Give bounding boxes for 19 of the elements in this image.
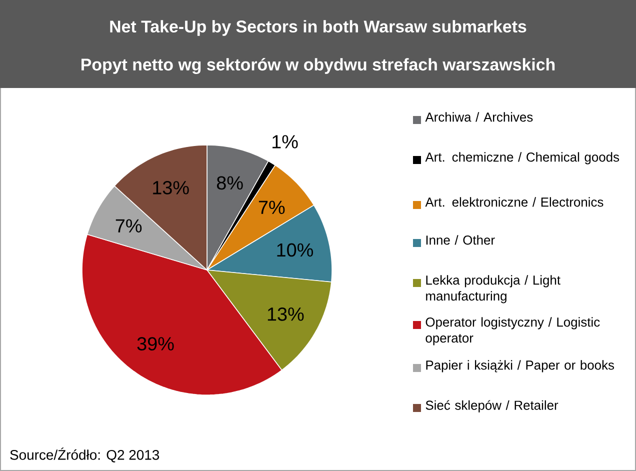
- legend-label: Papier i książki / Paper or books: [426, 360, 614, 372]
- chart-title: Net Take-Up by Sectors in both Warsaw submarkets: [110, 20, 526, 36]
- legend-label: Operator logistyczny / Logistic operator: [426, 317, 600, 346]
- data-label: 13%: [153, 180, 189, 194]
- source-note: Source/Źródło: Q2 2013: [10, 448, 160, 462]
- data-label: 39%: [137, 337, 174, 350]
- legend-label: Art. elektroniczne / Electronics: [425, 197, 604, 207]
- chart-subtitle: Popyt netto wg sektorów w obydwu strefach warszawskich: [82, 58, 555, 74]
- legend-label: Inne / Other: [426, 235, 495, 245]
- legend-label: Sieć sklepów / Retailer: [426, 400, 558, 412]
- data-label: 10%: [277, 243, 314, 257]
- data-label: 7%: [116, 219, 142, 232]
- data-label: 8%: [216, 176, 243, 190]
- data-label: 7%: [258, 200, 285, 214]
- legend-label: Lekka produkcja / Light manufacturing: [426, 275, 560, 304]
- data-label: 1%: [272, 135, 298, 148]
- legend-label: Archiwa / Archives: [425, 112, 533, 122]
- data-label: 13%: [268, 307, 304, 321]
- legend-label: Art. chemiczne / Chemical goods: [425, 152, 620, 164]
